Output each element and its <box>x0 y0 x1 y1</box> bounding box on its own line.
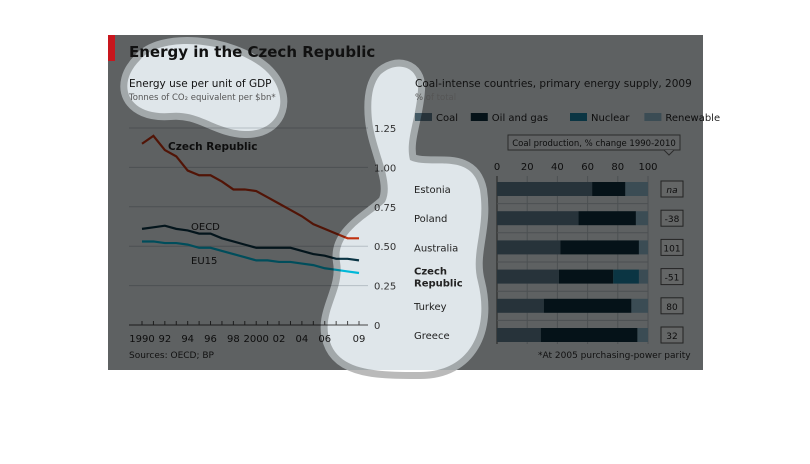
bar-chart-title: Coal-intense countries, primary energy s… <box>415 78 692 90</box>
line-chart-title: Energy use per unit of GDP <box>129 78 272 90</box>
source-note: Sources: OECD; BP <box>129 351 214 361</box>
page-title: Energy in the Czech Republic <box>129 43 376 61</box>
footnote: *At 2005 purchasing-power parity <box>538 351 691 361</box>
line-chart-subtitle: Tonnes of CO₂ equivalent per $bn* <box>129 93 276 103</box>
brand-tag <box>108 35 115 61</box>
bar-chart-subtitle: % of total <box>415 93 457 103</box>
